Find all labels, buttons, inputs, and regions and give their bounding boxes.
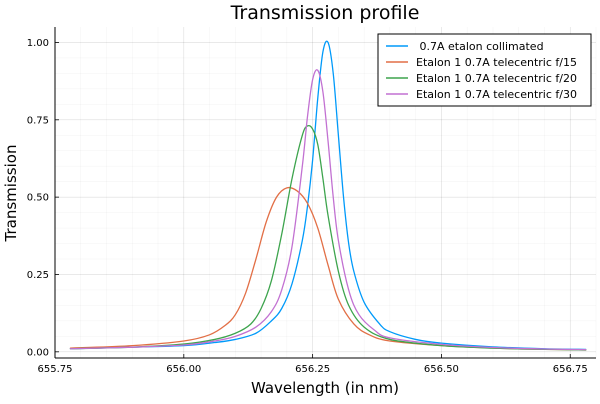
x-tick-label: 656.25 [295,364,330,375]
x-tick-label: 656.00 [166,364,201,375]
y-tick-label: 0.25 [27,270,49,281]
x-axis-title: Wavelength (in nm) [251,379,399,397]
legend-label: Etalon 1 0.7A telecentric f/30 [416,88,577,101]
legend-label: Etalon 1 0.7A telecentric f/15 [416,56,577,69]
series-line-4 [69,69,587,351]
series-line-1 [69,40,587,350]
x-tick-label: 656.50 [424,364,459,375]
legend-label: 0.7A etalon collimated [416,40,544,53]
y-tick-label: 0.75 [27,115,49,126]
legend-label: Etalon 1 0.7A telecentric f/20 [416,72,577,85]
legend-box [377,33,592,107]
chart-title: Transmission profile [230,2,420,24]
series-line-3 [69,124,587,351]
legend: 0.7A etalon collimated Etalon 1 0.7A tele… [377,33,592,107]
y-axis-title: Transmission [2,145,20,243]
x-tick-label: 656.75 [553,364,588,375]
series-layer [69,40,587,351]
y-tick-label: 0.00 [27,347,49,358]
y-tick-label: 0.50 [27,193,49,204]
x-tick-label: 655.75 [38,364,73,375]
series-line-2 [69,186,587,351]
y-tick-label: 1.00 [27,38,49,49]
axes-layer: 655.75 656.00 656.25 656.50 656.75 0.00 0.25 0.… [27,27,596,375]
